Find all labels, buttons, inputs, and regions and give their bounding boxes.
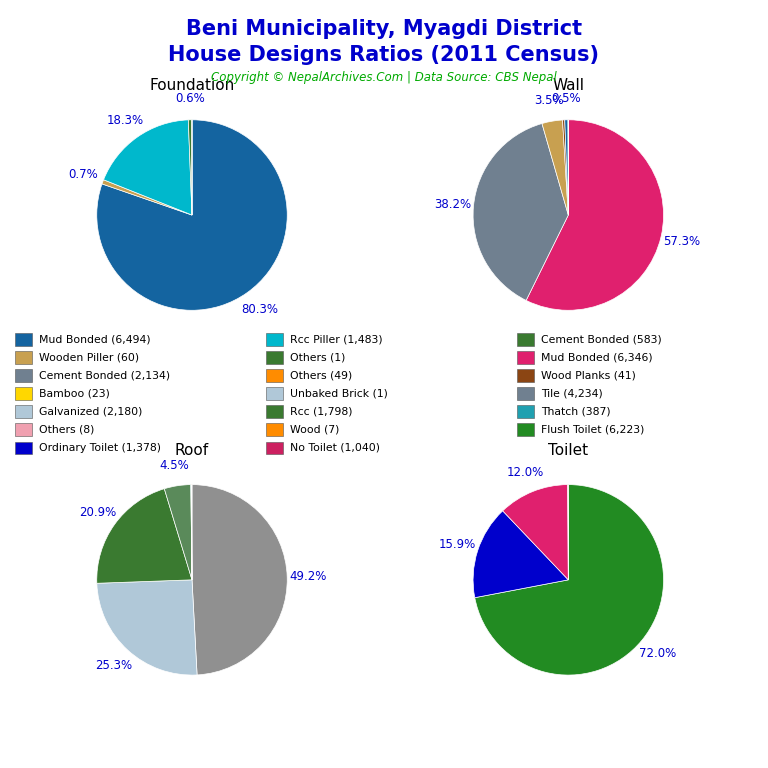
- FancyBboxPatch shape: [517, 369, 534, 382]
- Text: House Designs Ratios (2011 Census): House Designs Ratios (2011 Census): [168, 45, 600, 65]
- Wedge shape: [97, 580, 197, 675]
- Text: Others (1): Others (1): [290, 353, 346, 362]
- Wedge shape: [542, 120, 568, 215]
- FancyBboxPatch shape: [15, 406, 31, 418]
- FancyBboxPatch shape: [15, 387, 31, 400]
- Text: 18.3%: 18.3%: [107, 114, 144, 127]
- Text: Rcc (1,798): Rcc (1,798): [290, 407, 353, 417]
- Text: 0.7%: 0.7%: [68, 168, 98, 181]
- Wedge shape: [192, 485, 287, 675]
- FancyBboxPatch shape: [15, 351, 31, 364]
- Text: 0.6%: 0.6%: [175, 92, 204, 105]
- Text: 15.9%: 15.9%: [439, 538, 476, 551]
- FancyBboxPatch shape: [266, 406, 283, 418]
- Wedge shape: [102, 180, 192, 215]
- Wedge shape: [475, 485, 664, 675]
- Wedge shape: [188, 120, 192, 215]
- Text: 20.9%: 20.9%: [79, 506, 116, 519]
- Wedge shape: [473, 124, 568, 300]
- Text: Wooden Piller (60): Wooden Piller (60): [39, 353, 140, 362]
- Text: 0.5%: 0.5%: [551, 92, 581, 105]
- Text: Galvanized (2,180): Galvanized (2,180): [39, 407, 143, 417]
- Text: Tile (4,234): Tile (4,234): [541, 389, 603, 399]
- Text: 25.3%: 25.3%: [95, 659, 132, 672]
- Wedge shape: [164, 485, 192, 580]
- Wedge shape: [190, 485, 192, 580]
- Wedge shape: [104, 120, 192, 215]
- Text: Mud Bonded (6,346): Mud Bonded (6,346): [541, 353, 653, 362]
- FancyBboxPatch shape: [266, 387, 283, 400]
- Text: 12.0%: 12.0%: [506, 465, 544, 478]
- Wedge shape: [526, 120, 664, 310]
- FancyBboxPatch shape: [266, 369, 283, 382]
- FancyBboxPatch shape: [266, 423, 283, 436]
- Text: 4.5%: 4.5%: [159, 458, 189, 472]
- FancyBboxPatch shape: [517, 333, 534, 346]
- Text: Cement Bonded (2,134): Cement Bonded (2,134): [39, 370, 170, 380]
- FancyBboxPatch shape: [266, 333, 283, 346]
- Text: No Toilet (1,040): No Toilet (1,040): [290, 443, 380, 453]
- Text: Mud Bonded (6,494): Mud Bonded (6,494): [39, 334, 151, 344]
- Wedge shape: [473, 511, 568, 598]
- Title: Toilet: Toilet: [548, 443, 588, 458]
- FancyBboxPatch shape: [517, 387, 534, 400]
- Wedge shape: [97, 488, 192, 583]
- FancyBboxPatch shape: [15, 333, 31, 346]
- Wedge shape: [562, 120, 568, 215]
- Text: Flush Toilet (6,223): Flush Toilet (6,223): [541, 425, 644, 435]
- Text: Unbaked Brick (1): Unbaked Brick (1): [290, 389, 388, 399]
- Text: Wood Planks (41): Wood Planks (41): [541, 370, 636, 380]
- Text: Wood (7): Wood (7): [290, 425, 339, 435]
- Wedge shape: [503, 485, 568, 580]
- Text: 38.2%: 38.2%: [434, 198, 471, 211]
- Wedge shape: [564, 120, 568, 215]
- Text: 57.3%: 57.3%: [663, 235, 700, 248]
- Text: Copyright © NepalArchives.Com | Data Source: CBS Nepal: Copyright © NepalArchives.Com | Data Sou…: [211, 71, 557, 84]
- Text: Ordinary Toilet (1,378): Ordinary Toilet (1,378): [39, 443, 161, 453]
- Title: Roof: Roof: [175, 443, 209, 458]
- FancyBboxPatch shape: [15, 369, 31, 382]
- Text: Cement Bonded (583): Cement Bonded (583): [541, 334, 662, 344]
- Title: Wall: Wall: [552, 78, 584, 94]
- FancyBboxPatch shape: [266, 442, 283, 454]
- Text: Beni Municipality, Myagdi District: Beni Municipality, Myagdi District: [186, 19, 582, 39]
- Text: 80.3%: 80.3%: [241, 303, 278, 316]
- Text: Others (8): Others (8): [39, 425, 94, 435]
- Text: 3.5%: 3.5%: [534, 94, 564, 107]
- Text: Bamboo (23): Bamboo (23): [39, 389, 110, 399]
- Text: 72.0%: 72.0%: [639, 647, 677, 660]
- Title: Foundation: Foundation: [149, 78, 235, 94]
- FancyBboxPatch shape: [517, 351, 534, 364]
- FancyBboxPatch shape: [517, 423, 534, 436]
- Text: Others (49): Others (49): [290, 370, 353, 380]
- Text: Rcc Piller (1,483): Rcc Piller (1,483): [290, 334, 382, 344]
- FancyBboxPatch shape: [15, 442, 31, 454]
- FancyBboxPatch shape: [15, 423, 31, 436]
- Text: Thatch (387): Thatch (387): [541, 407, 611, 417]
- Text: 49.2%: 49.2%: [290, 571, 327, 583]
- FancyBboxPatch shape: [266, 351, 283, 364]
- FancyBboxPatch shape: [517, 406, 534, 418]
- Wedge shape: [97, 120, 287, 310]
